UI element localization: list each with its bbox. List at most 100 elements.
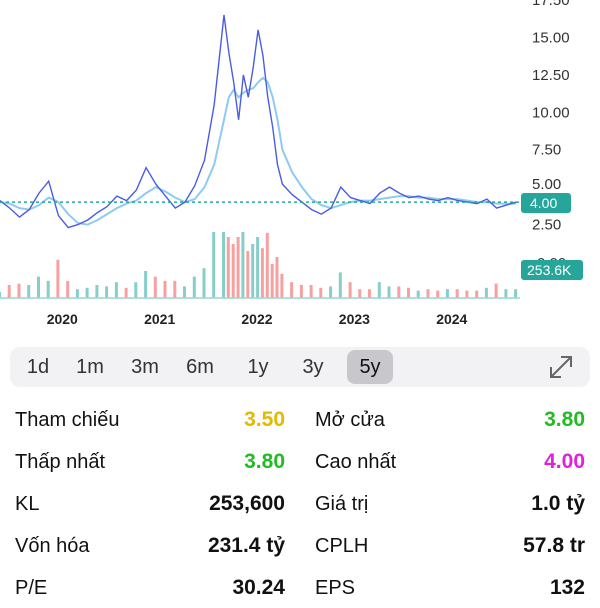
stat-value: 3.80 bbox=[244, 450, 285, 473]
moving-average-line bbox=[0, 76, 517, 226]
stat-label: EPS bbox=[315, 577, 356, 599]
volume-bar bbox=[192, 276, 196, 298]
volume-bar bbox=[275, 257, 279, 298]
y-tick-label: 10.00 bbox=[532, 104, 570, 121]
stat-value: 30.24 bbox=[232, 576, 285, 599]
tab-1d[interactable]: 1d bbox=[26, 356, 50, 378]
volume-bar bbox=[504, 289, 508, 298]
tab-6m[interactable]: 6m bbox=[186, 356, 214, 378]
stat-label: Thấp nhất bbox=[15, 451, 106, 473]
x-axis-ticks: 2020 2021 2022 2023 2024 bbox=[47, 311, 468, 327]
volume-bar bbox=[27, 285, 31, 298]
volume-bar bbox=[514, 289, 518, 298]
reference-price-badge: 4.00 bbox=[521, 193, 571, 213]
stat-row: Thấp nhất 3.80 Cao nhất 4.00 bbox=[0, 442, 600, 482]
stat-label: Cao nhất bbox=[315, 451, 397, 473]
stat-label: KL bbox=[15, 493, 40, 515]
y-tick-label: 5.00 bbox=[532, 176, 561, 193]
volume-bar bbox=[256, 237, 260, 298]
volume-bar bbox=[95, 285, 99, 298]
volume-bar bbox=[85, 287, 89, 298]
x-tick-label: 2021 bbox=[144, 311, 175, 327]
stat-value: 57.8 tr bbox=[523, 534, 585, 557]
volume-bar bbox=[56, 259, 60, 298]
y-tick-label: 2.50 bbox=[532, 217, 561, 234]
stat-row: Vốn hóa 231.4 tỷ CPLH 57.8 tr bbox=[0, 526, 600, 566]
volume-bar bbox=[173, 280, 177, 298]
volume-label: 253.6K bbox=[527, 262, 572, 278]
volume-bar bbox=[397, 286, 401, 298]
stat-value: 1.0 tỷ bbox=[531, 492, 585, 515]
y-tick-label: 12.50 bbox=[532, 67, 570, 84]
volume-bars bbox=[0, 232, 518, 298]
volume-bar bbox=[114, 282, 118, 298]
volume-bar bbox=[75, 289, 79, 298]
tab-5y[interactable]: 5y bbox=[347, 350, 393, 384]
volume-bar bbox=[236, 237, 240, 298]
volume-bar bbox=[105, 286, 109, 298]
tab-1y[interactable]: 1y bbox=[247, 356, 269, 378]
volume-bar bbox=[358, 289, 362, 298]
stat-label: Vốn hóa bbox=[15, 535, 90, 557]
volume-bar bbox=[494, 283, 498, 298]
volume-bar bbox=[17, 283, 21, 298]
volume-bar bbox=[319, 287, 323, 298]
period-tabs: 1d 1m 3m 6m 1y 3y 5y bbox=[10, 347, 590, 387]
reference-price-label: 4.00 bbox=[530, 195, 557, 211]
volume-bar bbox=[290, 282, 294, 298]
volume-bar bbox=[46, 280, 50, 298]
volume-bar bbox=[246, 251, 250, 298]
stat-label: Giá trị bbox=[315, 493, 369, 515]
volume-bar bbox=[183, 286, 186, 298]
stat-row: P/E 30.24 EPS 132 bbox=[0, 568, 600, 608]
y-axis-ticks: 2.50 5.00 7.50 10.00 12.50 15.00 17.50 bbox=[532, 0, 570, 234]
x-tick-label: 2024 bbox=[436, 311, 467, 327]
stat-value: 4.00 bbox=[544, 450, 585, 473]
volume-bar bbox=[465, 290, 469, 298]
volume-bar bbox=[299, 285, 303, 298]
volume-bar bbox=[265, 232, 269, 298]
volume-badge-box bbox=[521, 260, 583, 280]
tab-3y[interactable]: 3y bbox=[302, 356, 324, 378]
volume-bar bbox=[280, 273, 284, 298]
volume-bar bbox=[222, 232, 225, 298]
stat-value: 231.4 tỷ bbox=[207, 534, 285, 557]
volume-bar bbox=[134, 282, 138, 298]
stat-label: P/E bbox=[15, 577, 48, 599]
volume-bar bbox=[202, 268, 206, 298]
volume-bar bbox=[338, 272, 342, 298]
y-tick-label: 15.00 bbox=[532, 29, 570, 46]
volume-bar bbox=[226, 237, 230, 298]
volume-bar bbox=[0, 292, 1, 298]
stat-value: 253,600 bbox=[209, 492, 285, 515]
volume-bar bbox=[368, 289, 371, 298]
volume-badge: 253.6K bbox=[521, 260, 583, 280]
volume-bar bbox=[445, 289, 449, 298]
stat-value: 132 bbox=[549, 576, 585, 599]
volume-bar bbox=[329, 286, 333, 298]
y-tick-label: 7.50 bbox=[532, 142, 561, 159]
volume-bar bbox=[436, 290, 440, 298]
volume-bar bbox=[153, 276, 157, 298]
tab-1m[interactable]: 1m bbox=[76, 356, 104, 378]
volume-bar bbox=[484, 287, 488, 298]
expand-icon[interactable] bbox=[546, 352, 576, 382]
x-tick-label: 2020 bbox=[47, 311, 78, 327]
volume-bar bbox=[144, 271, 148, 298]
x-tick-label: 2022 bbox=[241, 311, 272, 327]
volume-bar bbox=[309, 285, 313, 298]
volume-bar bbox=[251, 244, 255, 298]
volume-bar bbox=[348, 282, 352, 298]
price-line bbox=[0, 14, 517, 229]
volume-bar bbox=[241, 232, 245, 298]
stat-label: CPLH bbox=[315, 535, 369, 557]
volume-bar bbox=[231, 244, 235, 298]
tab-3m[interactable]: 3m bbox=[131, 356, 159, 378]
volume-bar bbox=[407, 287, 410, 298]
stat-value: 3.80 bbox=[544, 408, 585, 431]
stat-row: Tham chiếu 3.50 Mở cửa 3.80 bbox=[0, 400, 600, 440]
volume-bar bbox=[163, 280, 167, 298]
volume-bar bbox=[426, 289, 430, 298]
